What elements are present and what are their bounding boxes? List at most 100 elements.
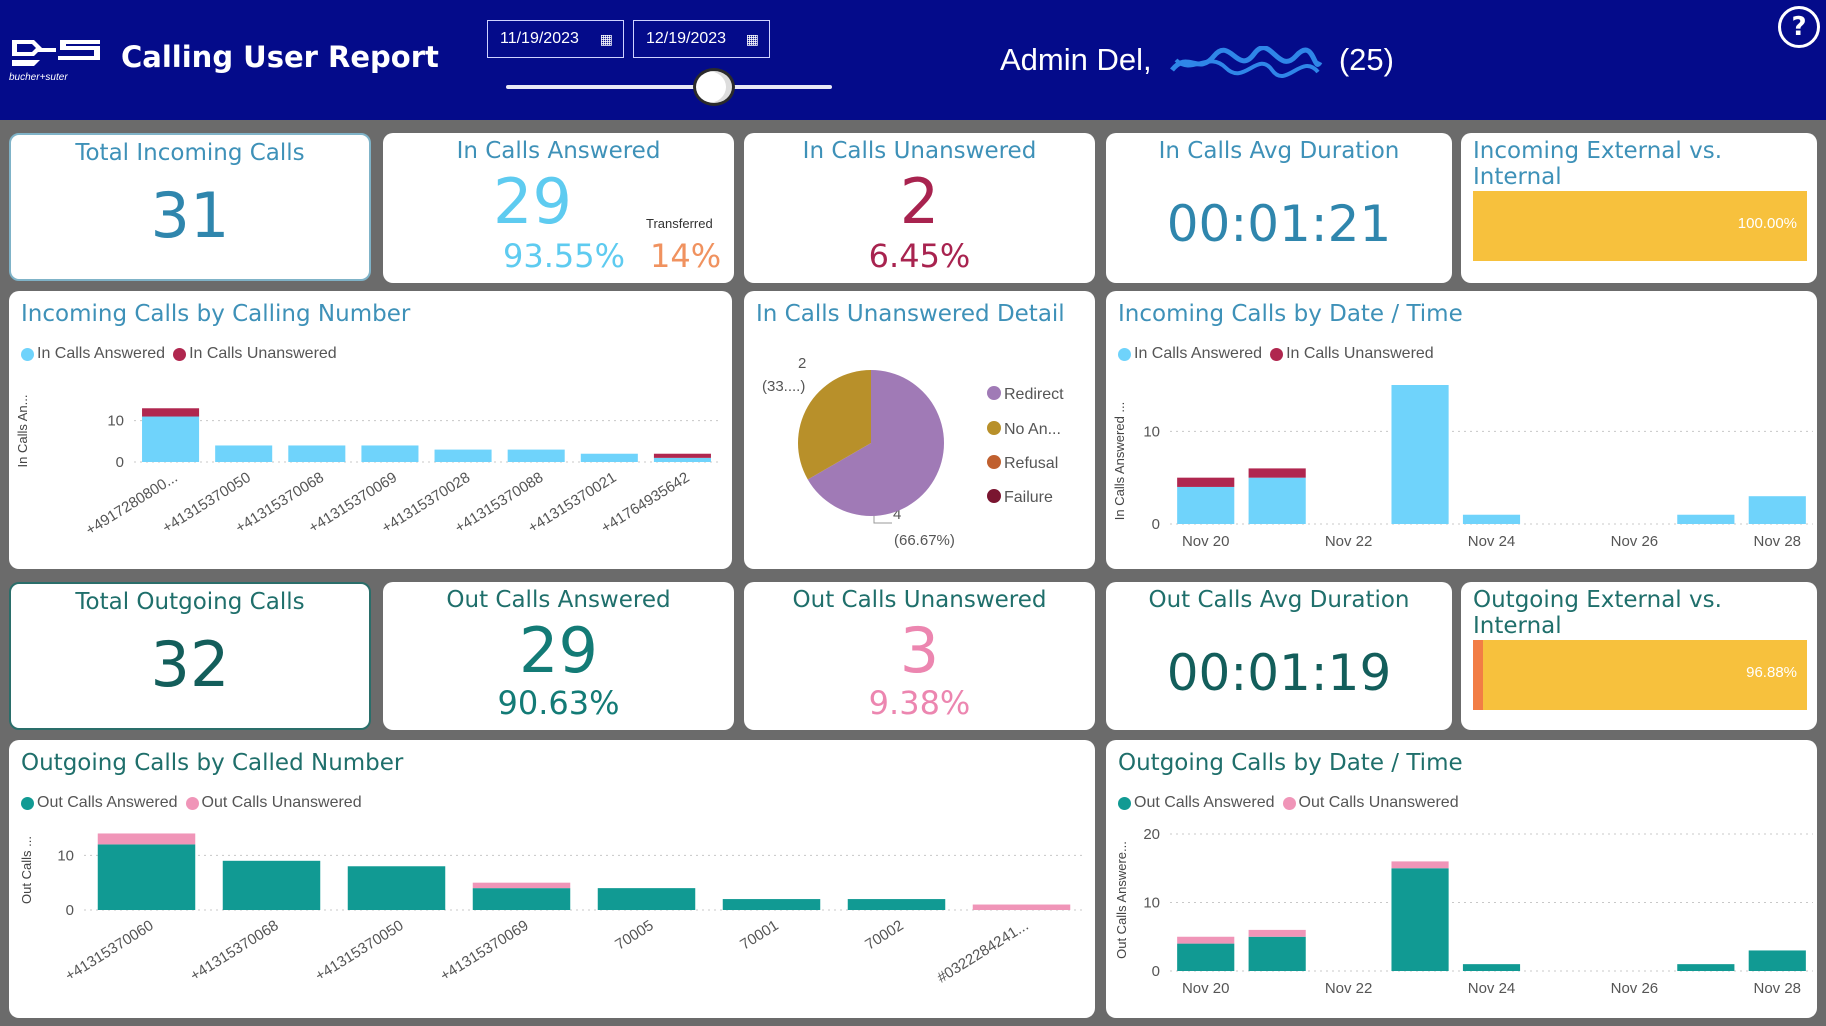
bar-unanswered	[653, 453, 711, 458]
legend-label[interactable]: No An...	[1004, 421, 1061, 438]
out-by-number-card: Outgoing Calls by Called Number Out Call…	[9, 740, 1095, 1018]
legend-item[interactable]: Out Calls Unanswered	[185, 794, 362, 812]
out-unanswered-value: 3	[899, 614, 940, 687]
bar-answered	[288, 445, 346, 462]
out-by-date-title: Outgoing Calls by Date / Time	[1118, 750, 1463, 776]
in-by-date-title: Incoming Calls by Date / Time	[1118, 301, 1463, 327]
date-from-picker[interactable]: 11/19/2023 ▦	[487, 20, 624, 58]
pie-label-a-pct: (33....)	[762, 378, 805, 395]
y-axis-label: Out Calls ...	[19, 836, 34, 904]
date-to-picker[interactable]: 12/19/2023 ▦	[633, 20, 770, 58]
legend-label[interactable]: Failure	[1004, 489, 1053, 506]
legend-dot	[173, 347, 187, 361]
in-ext-internal-track: 100.00%	[1473, 191, 1807, 261]
legend-dot	[1118, 796, 1131, 810]
total-incoming-title: Total Incoming Calls	[75, 140, 305, 166]
x-tick-label: #0322284241...	[934, 917, 1031, 987]
out-avg-duration-value: 00:01:19	[1166, 644, 1392, 702]
legend-label[interactable]: Redirect	[1004, 386, 1064, 403]
user-title: Admin Del, (25)	[1000, 42, 1394, 78]
legend-item[interactable]: Out Calls Answered	[21, 794, 178, 812]
bucher-suter-logo: bucher+suter	[9, 40, 100, 83]
total-outgoing-value: 32	[150, 628, 230, 701]
bar-unanswered	[1177, 477, 1235, 487]
calendar-icon[interactable]: ▦	[745, 31, 759, 47]
out-ext-internal-card: Outgoing External vs. Internal 96.88%	[1461, 582, 1817, 730]
x-tick-label: +41315370069	[437, 917, 531, 985]
legend-dot	[1282, 796, 1296, 810]
in-answered-pct: 93.55%	[503, 237, 626, 275]
out-by-number-title: Outgoing Calls by Called Number	[21, 750, 404, 776]
out-by-date-legend: Out Calls Answered Out Calls Unanswered	[1118, 794, 1459, 812]
legend-item[interactable]: Out Calls Answered	[1118, 794, 1275, 812]
legend-item[interactable]: In Calls Answered	[1118, 345, 1262, 363]
bar-answered	[847, 899, 946, 910]
legend-item[interactable]: In Calls Unanswered	[173, 345, 337, 363]
in-answered-value: 29	[493, 165, 572, 238]
transferred-pct: 14%	[650, 237, 722, 275]
x-tick-label: +41315370050	[312, 917, 406, 985]
out-ext-internal-track: 96.88%	[1473, 640, 1807, 710]
help-icon[interactable]: ?	[1778, 6, 1820, 48]
bar-answered	[97, 844, 196, 910]
out-answered-title: Out Calls Answered	[446, 587, 671, 613]
date-from-value: 11/19/2023	[500, 30, 579, 47]
out-answered-pct: 90.63%	[497, 684, 620, 722]
bar-unanswered	[142, 408, 200, 417]
bar-unanswered	[972, 904, 1071, 910]
x-tick-label: 70002	[862, 917, 906, 954]
in-avg-duration-card: In Calls Avg Duration 00:01:21	[1106, 133, 1452, 283]
transferred-label: Transferred	[646, 216, 713, 231]
out-answered-value: 29	[519, 614, 598, 687]
y-tick-label: 20	[1143, 826, 1160, 843]
y-axis-label: In Calls An...	[15, 395, 30, 468]
bar-answered	[142, 416, 200, 462]
legend-dot-failure	[987, 489, 1001, 503]
legend-item[interactable]: In Calls Answered	[21, 345, 165, 363]
bar-answered	[1462, 514, 1521, 524]
bar-unanswered	[1248, 929, 1306, 937]
in-answered-card: In Calls Answered 29 93.55% Transferred …	[383, 133, 734, 283]
logo-text: bucher+suter	[9, 72, 68, 83]
legend-item[interactable]: Out Calls Unanswered	[1282, 794, 1459, 812]
date-range-slider-track[interactable]	[506, 85, 832, 89]
y-tick-label: 0	[116, 454, 124, 471]
x-tick-label: Nov 26	[1611, 533, 1659, 550]
bar-answered	[580, 453, 638, 462]
y-tick-label: 0	[1152, 516, 1160, 533]
bar-answered	[1748, 496, 1806, 524]
in-avg-duration-value: 00:01:21	[1166, 195, 1392, 253]
out-by-date-card: Outgoing Calls by Date / Time Out Calls …	[1106, 740, 1817, 1018]
x-tick-label: 70001	[737, 917, 781, 954]
in-by-number-title: Incoming Calls by Calling Number	[21, 301, 411, 327]
x-tick-label: Nov 22	[1325, 980, 1373, 997]
calendar-icon[interactable]: ▦	[599, 31, 613, 47]
date-range-slider-handle[interactable]	[693, 68, 735, 106]
bar-answered	[1677, 964, 1735, 971]
legend-dot	[185, 796, 199, 810]
x-tick-label: Nov 20	[1182, 533, 1230, 550]
x-tick-label: Nov 24	[1468, 533, 1516, 550]
legend-label[interactable]: Refusal	[1004, 455, 1058, 472]
bar-answered	[1248, 936, 1306, 971]
bar-answered	[215, 445, 273, 462]
in-unanswered-pct: 6.45%	[868, 237, 971, 275]
y-tick-label: 10	[1143, 895, 1160, 912]
bar-answered	[434, 449, 492, 462]
pie-legend: Redirect No An... Refusal Failure	[987, 386, 1064, 506]
legend-dot-refusal	[987, 455, 1001, 469]
x-tick-label: Nov 22	[1325, 533, 1373, 550]
pie-label-b-pct: (66.67%)	[894, 532, 955, 549]
unanswered-detail-title: In Calls Unanswered Detail	[756, 301, 1065, 327]
in-unanswered-card: In Calls Unanswered 2 6.45%	[744, 133, 1095, 283]
out-answered-card: Out Calls Answered 29 90.63%	[383, 582, 734, 730]
bar-answered	[1248, 477, 1306, 524]
pie-slice-redirect	[807, 370, 944, 516]
in-by-date-chart: In Calls Answered ... 0 10 Nov 20 Nov 22 Nov…	[1112, 385, 1813, 550]
in-unanswered-value: 2	[899, 165, 940, 238]
bar-answered	[722, 899, 821, 910]
x-tick-label: Nov 20	[1182, 980, 1230, 997]
bar-answered	[1462, 964, 1521, 971]
legend-item[interactable]: In Calls Unanswered	[1270, 345, 1434, 363]
legend-dot-no-answer	[987, 421, 1001, 435]
